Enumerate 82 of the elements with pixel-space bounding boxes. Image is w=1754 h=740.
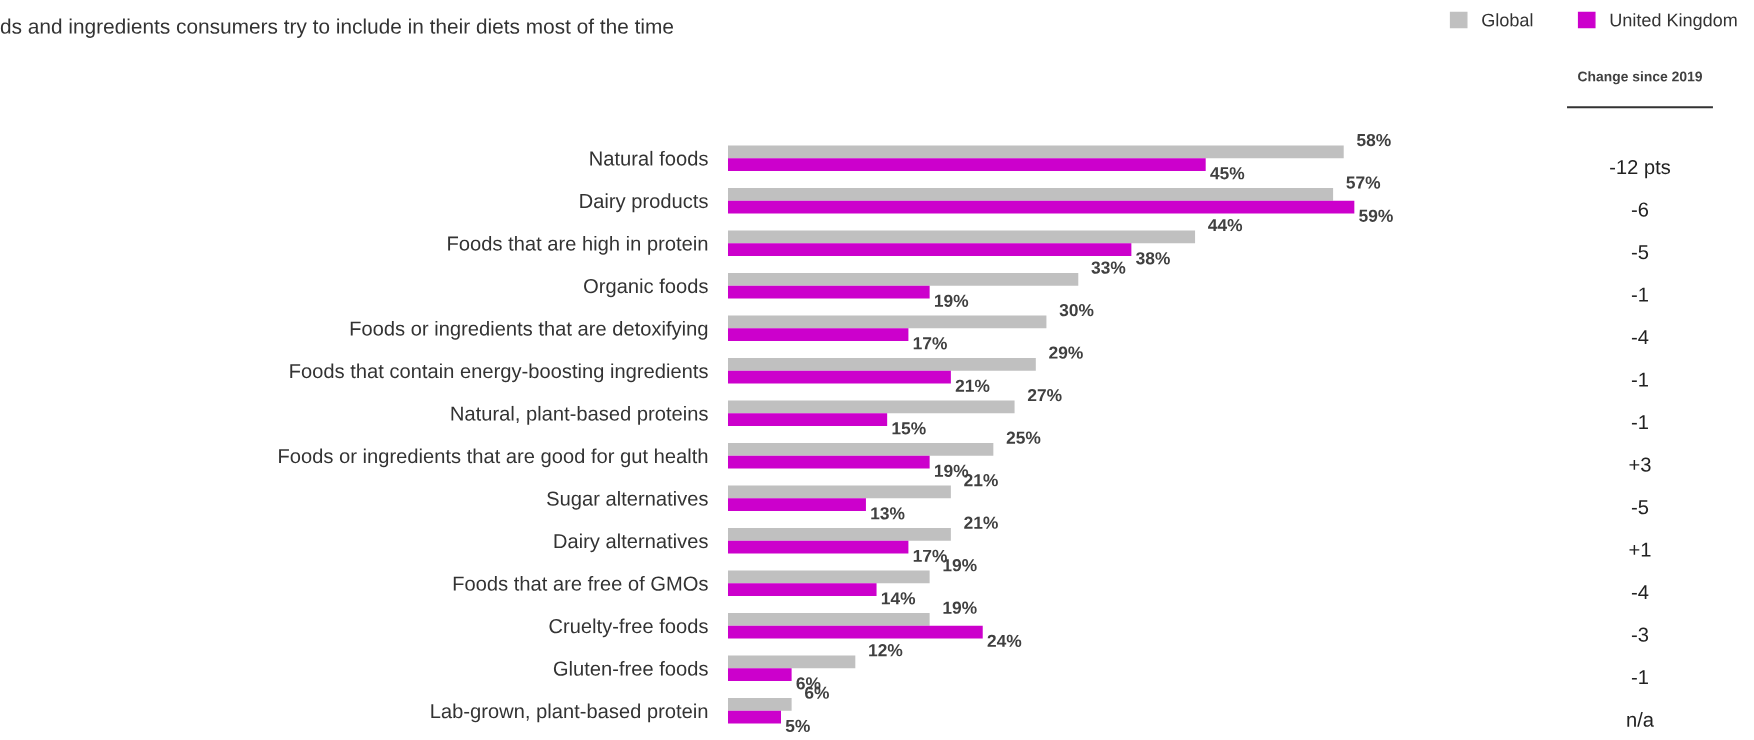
data-label: 15% — [892, 422, 926, 435]
bar — [727, 698, 792, 711]
data-label: 45% — [1210, 167, 1245, 180]
y-tick-label: Organic foods — [584, 278, 708, 298]
y-tick-label: Foods or ingredients that are detoxifying — [350, 320, 708, 340]
legend-label: Global — [1482, 13, 1533, 27]
y-tick-label: Sugar alternatives — [547, 490, 708, 510]
bar — [727, 187, 1334, 201]
y-tick-label: Foods that are high in protein — [448, 235, 708, 255]
text: -4 — [1631, 330, 1649, 345]
bar — [727, 485, 951, 499]
data-label: 58% — [1357, 133, 1391, 147]
text: Change since 2019 — [1578, 71, 1703, 85]
text: ds and ingredients consumers try to include in their diets most of the time — [0, 18, 674, 38]
data-label: 30% — [1059, 303, 1094, 317]
bar — [727, 540, 909, 554]
bar — [727, 272, 1079, 286]
data-label: 17% — [913, 337, 947, 350]
data-label: 5% — [785, 719, 810, 733]
bar — [727, 668, 792, 682]
text: +1 — [1629, 542, 1651, 557]
data-label: 44% — [1208, 218, 1243, 232]
bar — [727, 285, 930, 299]
data-label: 24% — [987, 634, 1022, 647]
text: -5 — [1631, 500, 1649, 515]
text: -1 — [1631, 670, 1648, 685]
data-label: 27% — [1027, 388, 1062, 402]
text: -3 — [1631, 627, 1649, 642]
y-tick-label: Dairy products — [580, 193, 708, 213]
data-label: 25% — [1006, 431, 1041, 444]
bar — [727, 455, 930, 469]
text: -4 — [1631, 585, 1649, 600]
y-tick-label: Natural foods — [590, 150, 708, 166]
y-tick-label: Dairy alternatives — [554, 533, 708, 553]
data-label: 14% — [881, 592, 916, 605]
bar — [727, 625, 983, 639]
bar — [727, 583, 877, 597]
data-label: 38% — [1136, 252, 1170, 265]
text: -1 — [1631, 287, 1648, 302]
y-tick-label: Lab-grown, plant-based protein — [431, 703, 708, 723]
data-label: 59% — [1359, 209, 1393, 222]
bar — [727, 243, 1132, 256]
bar — [727, 328, 909, 341]
y-tick-label: Gluten-free foods — [553, 660, 708, 676]
bar — [727, 498, 866, 511]
bar — [727, 442, 994, 456]
data-label: 21% — [955, 379, 990, 392]
bar — [727, 158, 1206, 171]
y-tick-label: Foods that contain energy-boosting ingredients — [290, 363, 708, 383]
bar — [727, 710, 781, 724]
legend-label: United Kingdom — [1610, 13, 1737, 31]
data-label: 19% — [943, 601, 977, 614]
text: -1 — [1631, 372, 1648, 387]
data-label: 57% — [1346, 176, 1381, 189]
y-tick-label: Foods or ingredients that are good for gut health — [279, 448, 708, 468]
text: -5 — [1631, 245, 1649, 260]
bar — [727, 315, 1047, 329]
data-label: 33% — [1091, 261, 1126, 274]
data-label: 12% — [869, 644, 903, 657]
y-tick-label: Foods that are free of GMOs — [453, 575, 708, 591]
text: -1 — [1631, 415, 1648, 430]
bar — [727, 370, 951, 384]
bar — [727, 413, 888, 426]
data-label: 29% — [1049, 346, 1083, 359]
data-label: 19% — [934, 294, 969, 307]
bar — [727, 655, 856, 669]
bar — [727, 357, 1036, 371]
bar — [727, 145, 1344, 159]
text: +3 — [1629, 457, 1651, 472]
bar — [727, 200, 1355, 214]
text: -6 — [1631, 202, 1649, 217]
bar — [727, 400, 1015, 414]
text: -12 pts — [1610, 159, 1671, 179]
y-tick-label: Cruelty-free foods — [549, 618, 708, 638]
bar — [727, 528, 951, 541]
data-label: 13% — [871, 507, 905, 520]
data-label: 21% — [964, 516, 998, 529]
bar — [727, 570, 930, 584]
text: n/a — [1627, 712, 1654, 727]
y-tick-label: Natural, plant-based proteins — [451, 405, 708, 425]
bar — [727, 613, 930, 626]
bar — [727, 230, 1196, 244]
